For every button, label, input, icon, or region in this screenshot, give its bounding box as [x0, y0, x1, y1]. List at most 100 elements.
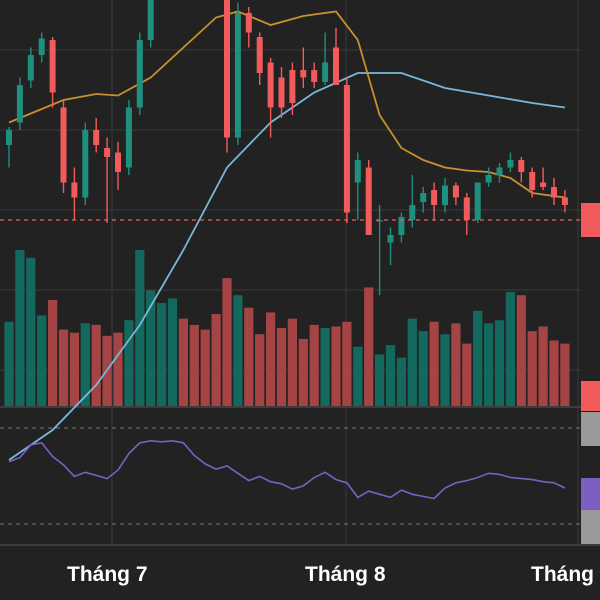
- candle-body: [278, 77, 285, 108]
- candle-body: [365, 167, 372, 235]
- candle: [289, 62, 296, 115]
- candle: [136, 32, 143, 115]
- volume-bar: [37, 315, 47, 406]
- volume-bar: [80, 323, 90, 406]
- candle: [518, 157, 525, 183]
- volume-bar: [527, 331, 537, 406]
- volume-bar: [233, 295, 243, 406]
- neutral-badge: [581, 412, 600, 446]
- candle: [507, 152, 514, 172]
- volume-bar: [375, 354, 385, 406]
- rsi-badge: [581, 478, 600, 510]
- volume-bar: [167, 298, 178, 406]
- candle: [234, 2, 241, 145]
- rsi-pane: [8, 439, 566, 500]
- candle: [365, 160, 372, 235]
- volume-bar: [473, 310, 483, 406]
- volume-bar: [58, 329, 69, 406]
- candle-body: [485, 175, 492, 183]
- volume-bar: [396, 357, 406, 406]
- candle: [27, 47, 34, 88]
- volume-bar: [113, 332, 123, 406]
- candle: [6, 127, 12, 168]
- volume-bar: [309, 324, 319, 406]
- volume-bar: [353, 346, 363, 406]
- candle: [442, 178, 448, 213]
- volume-bar: [124, 320, 134, 406]
- candle: [431, 182, 438, 220]
- candle-body: [256, 37, 263, 73]
- volume-bar: [91, 324, 101, 406]
- volume-bar: [494, 320, 505, 406]
- right-axis-badges: [581, 203, 600, 544]
- candle: [540, 167, 547, 190]
- candle: [49, 37, 56, 108]
- ma-short-line: [8, 10, 566, 199]
- volume-bar: [157, 303, 167, 406]
- volume-bar: [331, 326, 341, 406]
- candle-body: [38, 38, 45, 55]
- volume-bar: [538, 326, 548, 406]
- candle: [115, 142, 121, 190]
- candle-body: [125, 107, 132, 168]
- x-tick-label: Tháng 8: [305, 563, 386, 586]
- volume-bar: [462, 343, 472, 406]
- candle: [245, 7, 252, 48]
- candle-body: [529, 172, 536, 190]
- volume-bar: [364, 287, 374, 406]
- candle-body: [93, 130, 100, 145]
- candle-body: [343, 85, 350, 213]
- candle-body: [136, 40, 143, 108]
- volume-bar: [385, 345, 396, 406]
- volume-bar: [266, 312, 276, 406]
- candle: [322, 32, 329, 85]
- volume-bar: [276, 328, 287, 406]
- volume-bar: [505, 292, 515, 406]
- price-badge: [581, 203, 600, 237]
- candle: [398, 212, 405, 243]
- volume-bar: [255, 334, 265, 406]
- x-tick-label: Tháng 7: [67, 563, 148, 586]
- candle-body: [289, 70, 296, 103]
- volume-bar: [48, 299, 58, 406]
- candle-body: [322, 62, 329, 82]
- volume-bar: [178, 318, 188, 406]
- candle-body: [224, 0, 230, 138]
- candle-body: [147, 0, 154, 40]
- candle-body: [104, 148, 111, 157]
- candle: [104, 137, 111, 223]
- volume-bar: [200, 329, 210, 406]
- candle-body: [496, 167, 503, 175]
- volume-bar: [451, 323, 461, 406]
- candle-body: [115, 152, 121, 172]
- volume-bar: [516, 295, 526, 406]
- candle: [474, 182, 481, 223]
- candle-body: [267, 62, 274, 108]
- candle: [409, 175, 416, 228]
- candle: [224, 0, 230, 153]
- neutral-badge-bottom: [581, 510, 600, 544]
- volume-bar: [484, 323, 494, 406]
- volume-bar: [342, 321, 352, 406]
- volume-bar: [4, 321, 14, 406]
- candle: [354, 152, 361, 220]
- volume-bar: [15, 250, 25, 406]
- volume-bar: [222, 278, 232, 406]
- candle-body: [387, 235, 394, 243]
- candle: [38, 32, 45, 63]
- x-tick-label: Tháng: [531, 563, 594, 586]
- volume-bar: [244, 307, 254, 406]
- candle-body: [507, 160, 514, 168]
- volume-bar: [298, 338, 308, 406]
- candle-body: [6, 130, 12, 145]
- candle-body: [311, 70, 318, 82]
- candle: [300, 47, 307, 88]
- candle-body: [420, 193, 427, 202]
- candle: [93, 118, 100, 153]
- candle: [452, 182, 459, 205]
- candle: [311, 62, 318, 88]
- candle: [71, 167, 78, 220]
